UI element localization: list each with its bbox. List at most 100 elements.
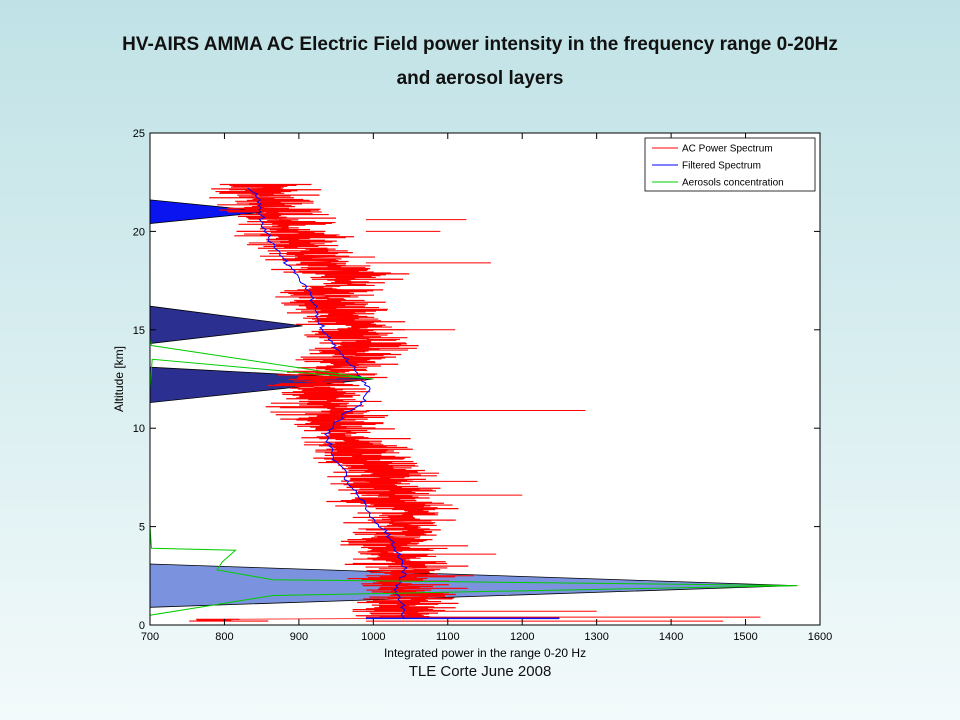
ac-power-segment xyxy=(357,455,372,457)
ac-power-segment xyxy=(308,405,342,408)
y-tick-label: 20 xyxy=(133,226,145,238)
plot-frame xyxy=(149,132,821,626)
ac-power-segment xyxy=(350,337,360,339)
ac-power-segment xyxy=(261,208,283,210)
ac-power-segment xyxy=(347,453,358,455)
ac-power-segment xyxy=(389,578,396,580)
x-axis-label: Integrated power in the range 0-20 Hz xyxy=(384,646,586,660)
ac-power-segment xyxy=(344,272,359,275)
ac-power-segment xyxy=(354,321,356,323)
x-tick-label: 1500 xyxy=(733,631,757,643)
ac-power-segment xyxy=(376,499,379,501)
ac-power-segment xyxy=(380,540,400,542)
ac-power-segment xyxy=(310,378,320,380)
ac-power-segment xyxy=(261,184,267,186)
ac-power-segment xyxy=(373,550,386,553)
ac-power-segment xyxy=(378,485,385,487)
ac-power-segment xyxy=(343,322,356,324)
ac-power-segment xyxy=(348,327,358,330)
ac-power-segment xyxy=(399,599,420,602)
ac-power-segment xyxy=(310,378,337,381)
ac-power-segment xyxy=(355,349,357,351)
ac-power-segment xyxy=(323,285,356,287)
ac-power-segment xyxy=(394,605,407,608)
ac-power-segment xyxy=(342,437,362,439)
ac-power-segment xyxy=(295,247,322,250)
ac-power-segment xyxy=(372,344,379,346)
ac-power-segment xyxy=(363,339,368,342)
legend-label-aerosols: Aerosols concentration xyxy=(682,178,784,189)
ac-power-segment xyxy=(326,288,346,291)
ac-power-segment xyxy=(295,254,315,256)
ac-power-segment xyxy=(351,444,362,447)
ac-power-segment xyxy=(285,241,305,244)
ac-power-segment xyxy=(310,402,328,405)
ac-power-segment xyxy=(332,306,351,308)
ac-power-segment xyxy=(263,198,279,200)
ac-power-segment xyxy=(401,502,404,505)
y-tick-label: 15 xyxy=(133,325,145,337)
x-tick-label: 1600 xyxy=(808,631,832,643)
y-tick-label: 5 xyxy=(139,522,145,534)
ac-power-segment xyxy=(346,275,357,277)
ac-power-segment xyxy=(403,503,415,506)
ac-power-segment xyxy=(255,206,279,208)
ac-power-segment xyxy=(319,414,352,416)
ac-power-segment xyxy=(397,560,423,563)
ac-power-segment xyxy=(352,460,370,463)
ac-power-segment xyxy=(305,385,312,387)
ac-power-segment xyxy=(339,324,367,326)
ac-power-segment xyxy=(303,240,307,243)
ac-power-segment xyxy=(371,500,377,502)
ac-power-segment xyxy=(336,421,348,424)
ac-power-segment xyxy=(340,431,359,433)
ac-power-segment xyxy=(294,237,312,239)
chart-title-line-2: and aerosol layers xyxy=(396,68,564,89)
aerosol-layers xyxy=(149,199,797,608)
ac-power-segment xyxy=(341,359,347,362)
x-tick-label: 1400 xyxy=(659,631,683,643)
ac-power-segment xyxy=(400,613,415,616)
ac-power-segment xyxy=(340,436,343,439)
ac-power-segment xyxy=(309,293,324,295)
ac-power-segment xyxy=(310,398,335,401)
ac-power-segment xyxy=(348,328,367,331)
ac-power-segment xyxy=(360,462,381,464)
ac-power-segment xyxy=(345,334,352,337)
ac-power-segment xyxy=(318,301,334,303)
filtered-spectrum-line xyxy=(247,187,408,620)
ac-power-segment xyxy=(262,193,276,196)
ac-power-segment xyxy=(393,531,418,533)
ac-power-segment xyxy=(320,304,329,307)
ac-power-segment xyxy=(326,428,361,431)
ac-power-segment xyxy=(318,285,325,288)
ac-power-segment xyxy=(318,300,328,302)
ac-power-segment xyxy=(373,463,378,466)
ac-power-segment xyxy=(271,200,279,203)
ac-power-segment xyxy=(331,365,354,368)
ac-power-segment xyxy=(313,263,316,266)
ac-power-segment xyxy=(319,389,326,392)
ac-power-segment xyxy=(415,603,422,605)
ac-power-segment xyxy=(347,356,364,359)
ac-power-segment xyxy=(392,533,422,536)
ac-power-segment xyxy=(343,447,374,449)
ac-power-segment xyxy=(350,332,358,334)
ac-power-segment xyxy=(314,407,344,409)
ac-power-segment xyxy=(383,520,411,523)
ac-power-segment xyxy=(373,464,391,467)
ac-power-segment xyxy=(334,316,353,318)
ac-power-segment xyxy=(342,280,354,283)
ac-power-segment xyxy=(318,371,329,374)
ac-power-segment xyxy=(406,606,414,609)
ac-power-segment xyxy=(385,488,391,491)
ac-power-segment xyxy=(351,440,368,442)
ac-power-segment xyxy=(345,277,349,279)
aerosols-series xyxy=(149,133,798,625)
ac-power-segment xyxy=(328,372,336,375)
ac-power-segment xyxy=(396,565,425,568)
ac-power-segment xyxy=(337,314,340,316)
ac-power-segment xyxy=(256,191,259,193)
ac-power-segment xyxy=(374,471,390,473)
ac-power-segment xyxy=(273,225,282,228)
